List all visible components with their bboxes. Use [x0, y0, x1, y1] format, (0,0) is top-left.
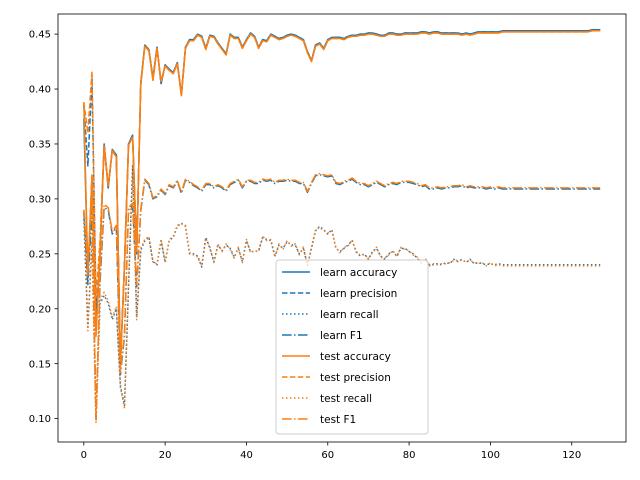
legend-label-test-precision: test precision: [320, 372, 391, 384]
x-tick-label: 40: [240, 450, 253, 461]
legend-label-test-accuracy: test accuracy: [320, 351, 391, 363]
legend-label-learn-f1: learn F1: [320, 330, 363, 342]
y-tick-label: 0.15: [29, 359, 51, 370]
plot-area-frame: [57, 13, 627, 443]
legend-label-learn-recall: learn recall: [320, 309, 379, 321]
x-tick-label: 100: [481, 450, 500, 461]
y-axis: 0.10 0.15 0.20 0.25 0.30 0.35 0.40 0.45: [29, 30, 58, 425]
legend-label-test-f1: test F1: [320, 414, 356, 426]
legend: learn accuracy learn precision learn recal…: [275, 259, 429, 435]
x-tick-label: 60: [321, 450, 334, 461]
x-tick-label: 80: [403, 450, 416, 461]
y-tick-label: 0.40: [29, 85, 51, 96]
x-tick-label: 0: [81, 450, 87, 461]
series-line-test-precision: [83, 30, 601, 363]
series-line-learn-f1: [83, 173, 601, 420]
y-tick-label: 0.35: [29, 140, 51, 151]
y-tick-label: 0.30: [29, 194, 51, 205]
y-tick-label: 0.20: [29, 304, 51, 315]
x-tick-label: 20: [159, 450, 172, 461]
legend-label-learn-accuracy: learn accuracy: [320, 267, 397, 279]
series-line-learn-precision: [83, 28, 601, 365]
y-tick-label: 0.25: [29, 249, 51, 260]
series-layer: [83, 28, 601, 424]
y-tick-label: 0.45: [29, 30, 51, 41]
legend-label-learn-precision: learn precision: [320, 288, 397, 300]
y-tick-label: 0.10: [29, 414, 51, 425]
legend-label-test-recall: test recall: [320, 393, 372, 405]
series-line-test-f1: [83, 172, 601, 420]
legend-box: [275, 259, 429, 435]
series-line-test-recall: [83, 167, 601, 424]
x-tick-label: 120: [562, 450, 581, 461]
x-axis: 0 20 40 60 80 100 120: [81, 442, 581, 461]
